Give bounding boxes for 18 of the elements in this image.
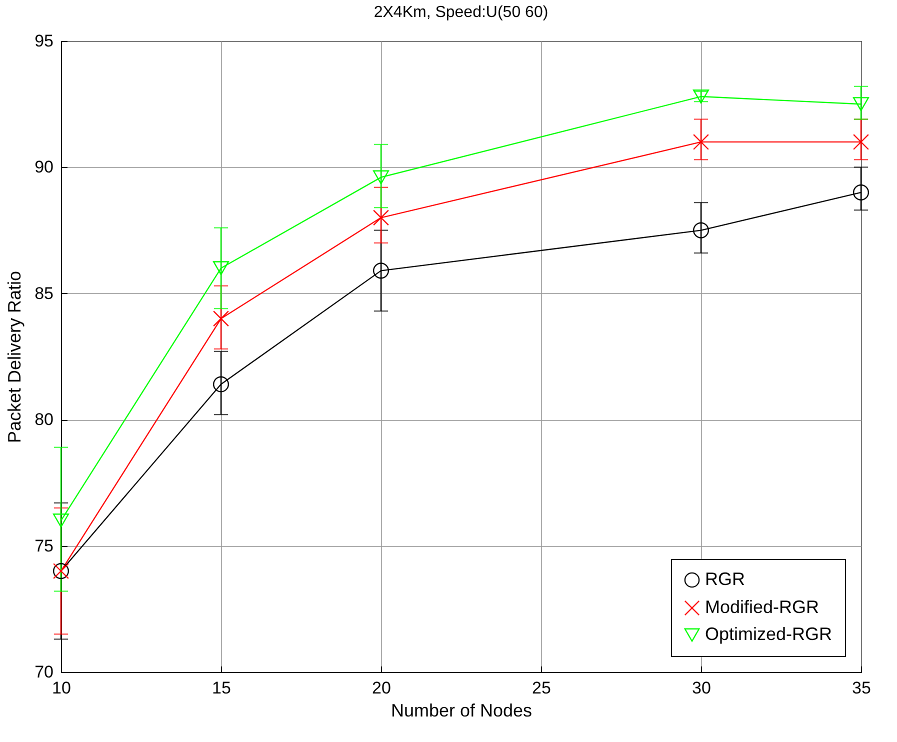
- y-tick-label: 90: [34, 158, 54, 177]
- legend-label: RGR: [705, 569, 745, 589]
- y-tick-label: 95: [34, 32, 54, 50]
- x-tick-label: 35: [852, 678, 871, 698]
- y-axis-title: Packet Delivery Ratio: [4, 270, 25, 444]
- legend-label: Optimized-RGR: [705, 624, 832, 644]
- x-axis-title: Number of Nodes: [390, 700, 532, 720]
- x-tick-label: 15: [212, 678, 231, 698]
- x-tick-label: 30: [692, 678, 711, 698]
- x-tick-label: 10: [52, 678, 71, 698]
- y-tick-label: 85: [34, 284, 54, 303]
- legend-label: Modified-RGR: [705, 597, 820, 617]
- y-tick-label: 70: [34, 662, 54, 682]
- y-tick-label: 80: [34, 410, 54, 430]
- y-tick-label: 75: [34, 536, 54, 556]
- chart-title: 2X4Km, Speed:U(50 60): [374, 4, 548, 21]
- x-tick-label: 25: [532, 678, 551, 698]
- x-tick-label: 20: [372, 678, 391, 698]
